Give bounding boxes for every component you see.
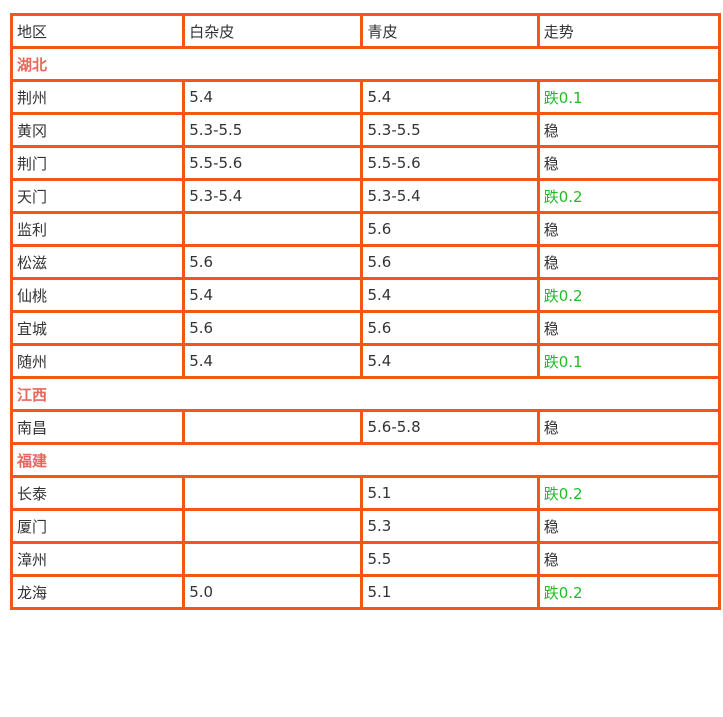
trend-cell: 跌0.1 [536, 79, 722, 115]
green-price-cell: 5.5 [360, 541, 540, 577]
green-price-cell: 5.6-5.8 [360, 409, 540, 445]
city-cell: 随州 [9, 343, 186, 379]
city-cell: 黄冈 [9, 112, 186, 148]
green-price-cell: 5.3 [360, 508, 540, 544]
table-row: 南昌 5.6-5.8 稳 [9, 409, 722, 445]
trend-cell: 跌0.1 [536, 343, 722, 379]
trend-cell: 跌0.2 [536, 475, 722, 511]
table-row: 天门 5.3-5.4 5.3-5.4 跌0.2 [9, 178, 722, 214]
table-row: 松滋 5.6 5.6 稳 [9, 244, 722, 280]
table-row: 厦门 5.3 稳 [9, 508, 722, 544]
white-price-cell [182, 211, 364, 247]
table-row: 黄冈 5.3-5.5 5.3-5.5 稳 [9, 112, 722, 148]
green-price-cell: 5.4 [360, 343, 540, 379]
white-price-cell: 5.4 [182, 277, 364, 313]
table-row: 宜城 5.6 5.6 稳 [9, 310, 722, 346]
region-label: 福建 [10, 442, 721, 478]
table-row: 荆州 5.4 5.4 跌0.1 [9, 79, 722, 115]
table-row: 漳州 5.5 稳 [9, 541, 722, 577]
white-price-cell: 5.4 [182, 79, 364, 115]
white-price-cell: 5.6 [182, 244, 364, 280]
trend-cell: 稳 [536, 310, 722, 346]
white-price-cell [182, 541, 364, 577]
green-price-cell: 5.1 [360, 574, 540, 610]
white-price-cell [182, 409, 364, 445]
region-row: 江西 [10, 376, 721, 412]
table-row: 长泰 5.1 跌0.2 [9, 475, 722, 511]
table-row: 龙海 5.0 5.1 跌0.2 [9, 574, 722, 610]
region-label: 江西 [10, 376, 721, 412]
table-row: 监利 5.6 稳 [9, 211, 722, 247]
city-cell: 天门 [9, 178, 186, 214]
city-cell: 荆州 [9, 79, 186, 115]
table-row: 荆门 5.5-5.6 5.5-5.6 稳 [9, 145, 722, 181]
green-price-cell: 5.6 [360, 244, 540, 280]
city-cell: 宜城 [9, 310, 186, 346]
city-cell: 仙桃 [9, 277, 186, 313]
trend-cell: 稳 [536, 112, 722, 148]
white-price-cell: 5.6 [182, 310, 364, 346]
region-row: 湖北 [10, 46, 721, 82]
region-label: 湖北 [10, 46, 721, 82]
header-cell-white: 白杂皮 [182, 13, 364, 49]
white-price-cell: 5.0 [182, 574, 364, 610]
white-price-cell: 5.3-5.5 [182, 112, 364, 148]
price-table: 地区 白杂皮 青皮 走势 湖北 荆州 5.4 5.4 跌0.1 黄冈 5.3-5.5 5.3-… [9, 13, 722, 610]
white-price-cell: 5.4 [182, 343, 364, 379]
trend-cell: 稳 [536, 508, 722, 544]
table-row: 仙桃 5.4 5.4 跌0.2 [9, 277, 722, 313]
trend-cell: 稳 [536, 541, 722, 577]
header-cell-green: 青皮 [360, 13, 540, 49]
city-cell: 龙海 [9, 574, 186, 610]
green-price-cell: 5.4 [360, 277, 540, 313]
city-cell: 南昌 [9, 409, 186, 445]
city-cell: 漳州 [9, 541, 186, 577]
white-price-cell: 5.5-5.6 [182, 145, 364, 181]
header-cell-trend: 走势 [536, 13, 722, 49]
table-row: 随州 5.4 5.4 跌0.1 [9, 343, 722, 379]
city-cell: 厦门 [9, 508, 186, 544]
city-cell: 荆门 [9, 145, 186, 181]
trend-cell: 稳 [536, 145, 722, 181]
green-price-cell: 5.3-5.4 [360, 178, 540, 214]
trend-cell: 稳 [536, 244, 722, 280]
trend-cell: 稳 [536, 409, 722, 445]
green-price-cell: 5.1 [360, 475, 540, 511]
green-price-cell: 5.3-5.5 [360, 112, 540, 148]
header-row: 地区 白杂皮 青皮 走势 [9, 13, 722, 49]
trend-cell: 跌0.2 [536, 574, 722, 610]
white-price-cell [182, 508, 364, 544]
green-price-cell: 5.6 [360, 310, 540, 346]
region-row: 福建 [10, 442, 721, 478]
green-price-cell: 5.5-5.6 [360, 145, 540, 181]
trend-cell: 跌0.2 [536, 277, 722, 313]
city-cell: 长泰 [9, 475, 186, 511]
green-price-cell: 5.6 [360, 211, 540, 247]
trend-cell: 跌0.2 [536, 178, 722, 214]
green-price-cell: 5.4 [360, 79, 540, 115]
city-cell: 监利 [9, 211, 186, 247]
header-cell-region: 地区 [9, 13, 186, 49]
white-price-cell [182, 475, 364, 511]
city-cell: 松滋 [9, 244, 186, 280]
trend-cell: 稳 [536, 211, 722, 247]
white-price-cell: 5.3-5.4 [182, 178, 364, 214]
